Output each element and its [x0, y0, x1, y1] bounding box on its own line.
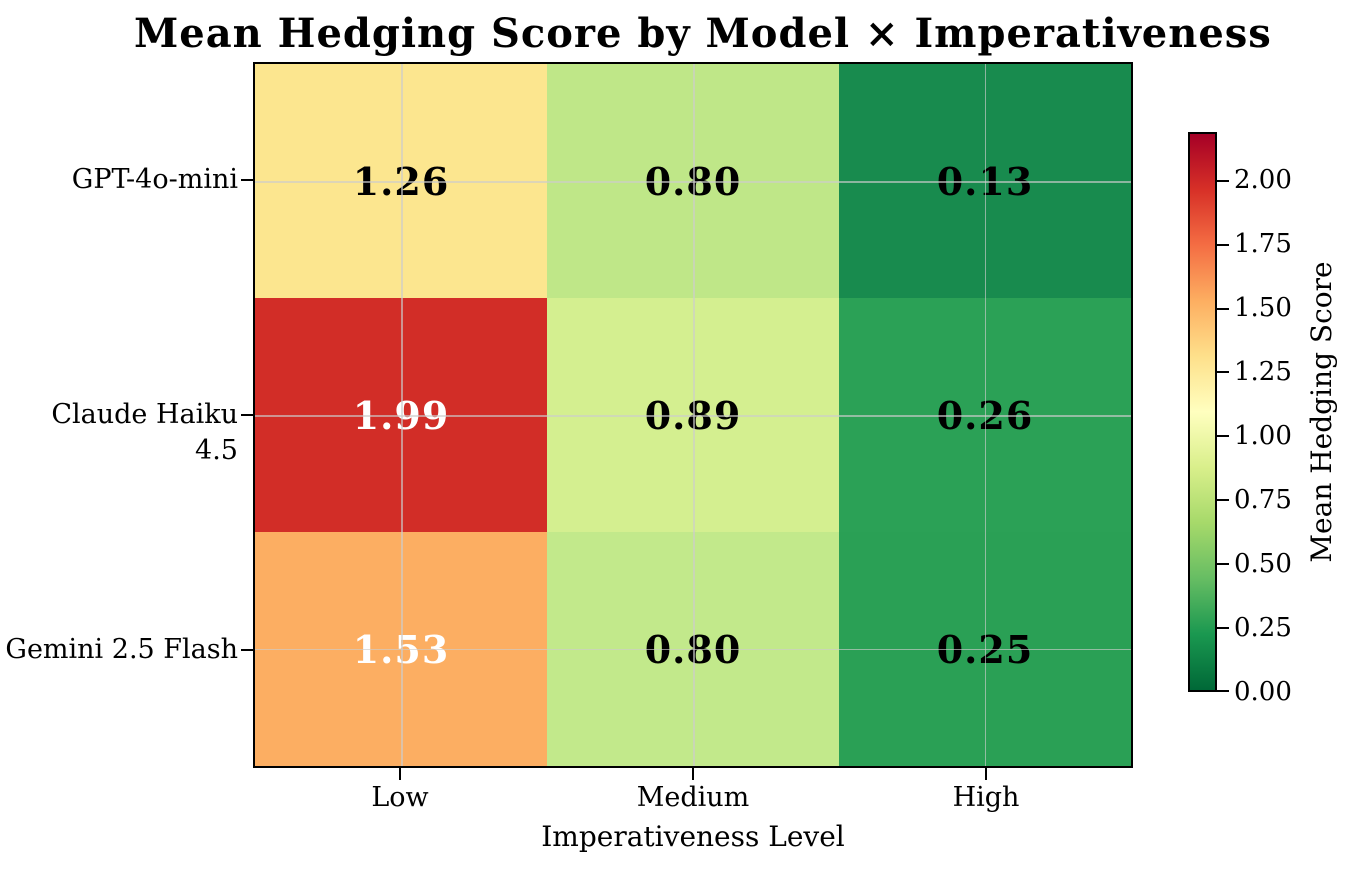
x-axis-title: Imperativeness Level: [541, 820, 845, 853]
colorbar-tick: [1217, 435, 1229, 438]
colorbar-tick-label: 0.75: [1234, 485, 1292, 515]
x-tick-label: Medium: [636, 782, 750, 813]
colorbar-tick: [1217, 690, 1229, 692]
colorbar-tick-label: 0.00: [1234, 677, 1292, 707]
y-tick: [241, 179, 253, 181]
colorbar-tick-label: 2.00: [1234, 165, 1292, 195]
colorbar-tick: [1217, 307, 1229, 310]
heatmap-cell: 0.25: [839, 532, 1131, 766]
y-tick: [241, 649, 253, 651]
x-tick-label: High: [952, 782, 1020, 813]
cell-value: 1.99: [352, 392, 450, 438]
heatmap-axes: 1.26 0.80 0.13 1.99 0.89 0.26 1.53 0.80 …: [253, 62, 1133, 768]
heatmap-cell: 0.13: [839, 64, 1131, 298]
cell-value: 0.26: [936, 392, 1034, 438]
cell-value: 1.53: [352, 626, 450, 672]
cell-value: 0.80: [644, 158, 742, 204]
chart-title: Mean Hedging Score by Model × Imperative…: [134, 10, 1272, 57]
cell-value: 0.13: [936, 158, 1034, 204]
x-tick: [399, 768, 401, 780]
colorbar-axis-title: Mean Hedging Score: [1305, 261, 1338, 563]
heatmap-cell: 0.80: [547, 64, 839, 298]
y-tick-label: Gemini 2.5 Flash: [5, 634, 238, 665]
y-tick-label: Claude Haiku 4.5: [51, 399, 238, 466]
cell-value: 1.26: [352, 158, 450, 204]
colorbar-tick: [1217, 179, 1229, 182]
y-tick: [241, 414, 253, 416]
heatmap-cell: 0.89: [547, 298, 839, 532]
colorbar-tick: [1217, 499, 1229, 502]
heatmap-cell: 0.80: [547, 532, 839, 766]
colorbar-tick-label: 0.50: [1234, 549, 1292, 579]
cell-value: 0.89: [644, 392, 742, 438]
heatmap-cell: 1.99: [255, 298, 547, 532]
colorbar-tick: [1217, 627, 1229, 630]
heatmap-cell: 1.53: [255, 532, 547, 766]
x-tick-label: Low: [371, 782, 429, 813]
x-tick: [985, 768, 987, 780]
heatmap-cell: 0.26: [839, 298, 1131, 532]
colorbar-tick: [1217, 371, 1229, 374]
heatmap-cell: 1.26: [255, 64, 547, 298]
x-tick: [692, 768, 694, 780]
colorbar-tick: [1217, 243, 1229, 246]
colorbar-tick-label: 1.00: [1234, 421, 1292, 451]
heatmap-grid: 1.26 0.80 0.13 1.99 0.89 0.26 1.53 0.80 …: [255, 64, 1131, 766]
cell-value: 0.25: [936, 626, 1034, 672]
colorbar: [1188, 132, 1217, 692]
colorbar-tick-label: 1.75: [1234, 229, 1292, 259]
y-tick-label: GPT-4o-mini: [71, 164, 238, 195]
cell-value: 0.80: [644, 626, 742, 672]
colorbar-gradient: [1190, 134, 1215, 690]
colorbar-tick-label: 1.50: [1234, 293, 1292, 323]
colorbar-tick-label: 1.25: [1234, 357, 1292, 387]
colorbar-tick-label: 0.25: [1234, 613, 1292, 643]
colorbar-tick: [1217, 563, 1229, 566]
